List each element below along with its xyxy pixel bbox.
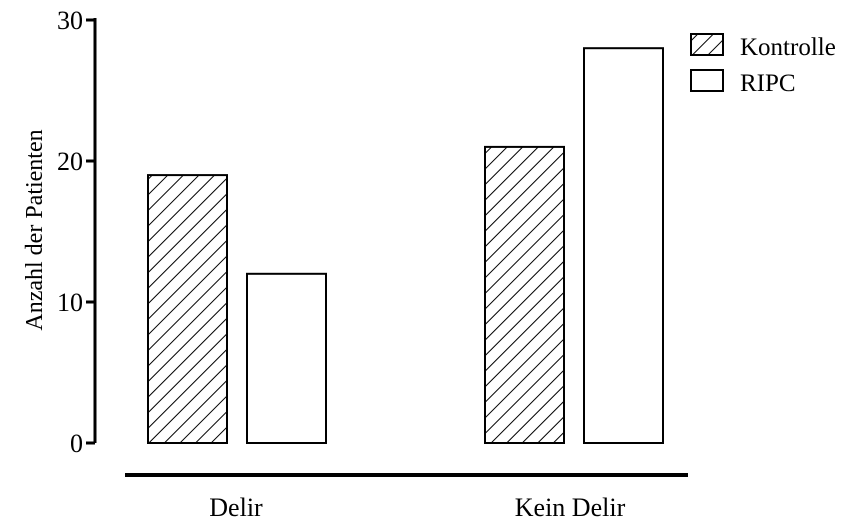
bars — [147, 47, 664, 444]
x-tick-label-kein-delir: Kein Delir — [515, 493, 626, 522]
legend: Kontrolle RIPC — [690, 33, 836, 97]
y-tick-label: 10 — [57, 288, 83, 317]
y-ticks: 0 10 20 30 — [57, 6, 95, 458]
y-tick-label: 20 — [57, 147, 83, 176]
y-tick-label: 0 — [70, 429, 83, 458]
legend-label-ripc: RIPC — [740, 70, 796, 97]
y-axis-label: Anzahl der Patienten — [22, 129, 48, 330]
bar-ripc-kein-delir — [583, 47, 664, 444]
bar-kontrolle-delir — [147, 174, 228, 444]
bar-ripc-delir — [246, 272, 327, 444]
legend-swatch-kontrolle — [690, 33, 724, 56]
legend-swatch-ripc — [690, 69, 724, 92]
x-tick-label-delir: Delir — [209, 493, 263, 522]
y-tick-label: 30 — [57, 6, 83, 35]
bar-kontrolle-kein-delir — [484, 145, 565, 444]
legend-label-kontrolle: Kontrolle — [740, 34, 836, 61]
